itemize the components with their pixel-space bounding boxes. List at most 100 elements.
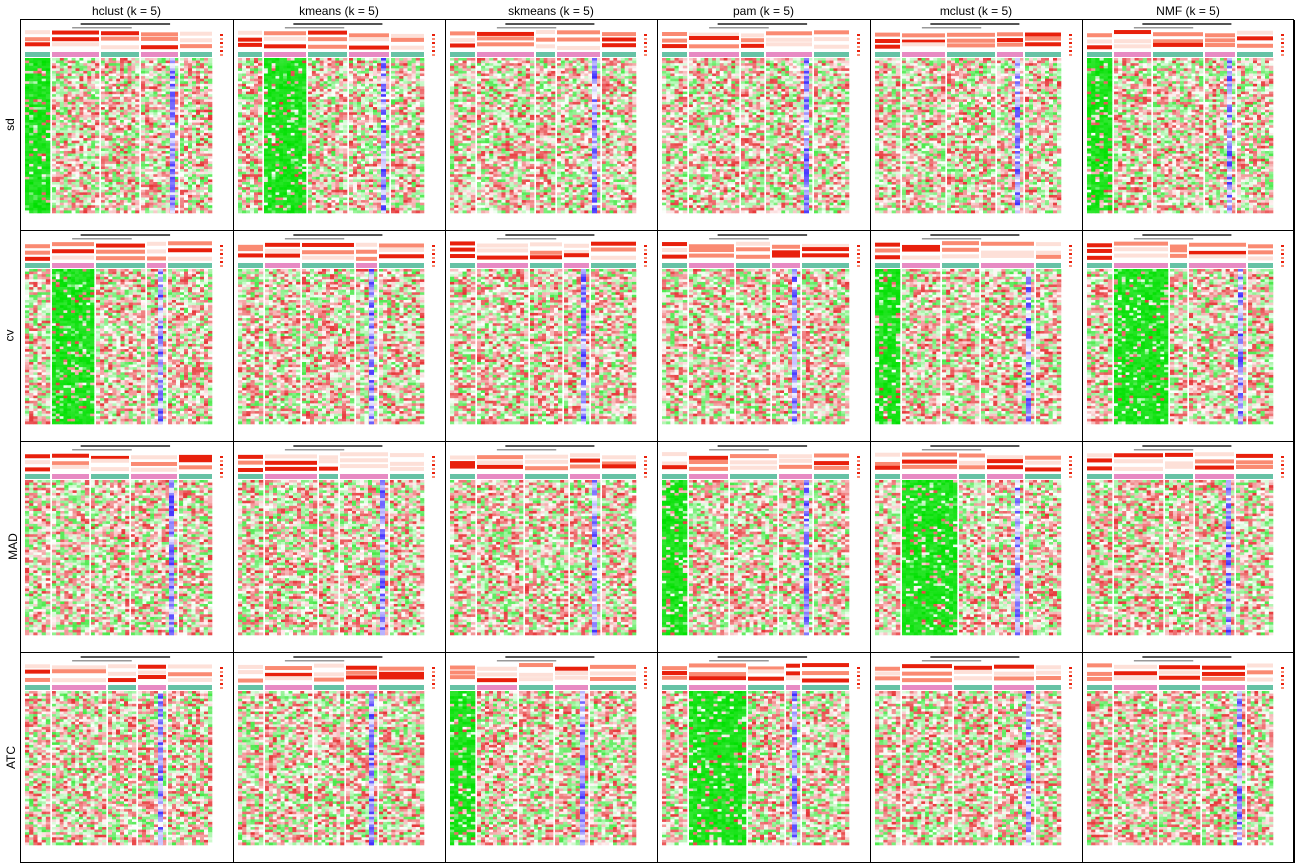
heatmap-tile <box>64 120 68 123</box>
heatmap-tile <box>298 94 302 97</box>
heatmap-tile <box>33 71 37 74</box>
heatmap-tile <box>238 192 242 195</box>
heatmap-tile <box>46 71 50 74</box>
heatmap-panel-sd-0 <box>21 20 234 231</box>
heatmap-tile <box>76 159 80 162</box>
heatmap-tile <box>149 120 153 123</box>
heatmap-tile <box>275 198 279 201</box>
heatmap-tile <box>335 66 339 69</box>
heatmap-tile <box>29 190 33 193</box>
heatmap-tile <box>184 205 188 208</box>
heatmap-tile <box>149 154 153 157</box>
heatmap-tile <box>302 172 306 175</box>
heatmap-tile <box>29 128 33 131</box>
heatmap-tile <box>373 130 377 133</box>
heatmap-tile <box>131 179 135 182</box>
heatmap-tile <box>157 154 161 157</box>
heatmap-tile <box>120 81 124 84</box>
heatmap-tile <box>52 203 56 206</box>
heatmap-tile <box>109 208 113 211</box>
heatmap-tile <box>101 169 105 172</box>
heatmap-tile <box>79 187 83 190</box>
heatmap-tile <box>302 99 306 102</box>
heatmap-tile <box>87 167 91 170</box>
heatmap-tile <box>29 143 33 146</box>
heatmap-tile <box>242 123 246 126</box>
heatmap-tile <box>279 61 283 64</box>
annotation-bar <box>101 45 139 49</box>
heatmap-tile <box>361 185 365 188</box>
heatmap-tile <box>128 148 132 151</box>
heatmap-tile <box>373 112 377 115</box>
heatmap-tile <box>320 94 324 97</box>
heatmap-tile <box>200 133 204 136</box>
heatmap-tile <box>242 61 246 64</box>
heatmap-tile <box>196 200 200 203</box>
heatmap-tile <box>196 102 200 105</box>
heatmap-tile <box>331 156 335 159</box>
heatmap-tile <box>141 187 145 190</box>
heatmap-tile <box>353 156 357 159</box>
heatmap-tile <box>29 102 33 105</box>
heatmap-tile <box>38 97 42 100</box>
heatmap-tile <box>287 154 291 157</box>
heatmap-tile <box>116 110 120 113</box>
annotation-bar <box>308 45 347 49</box>
heatmap-tile <box>308 79 312 82</box>
heatmap-tile <box>116 169 120 172</box>
heatmap-tile <box>335 86 339 89</box>
heatmap-tile <box>141 71 145 74</box>
heatmap-tile <box>196 198 200 201</box>
heatmap-tile <box>250 86 254 89</box>
heatmap-svg <box>21 20 234 231</box>
heatmap-tile <box>25 146 29 149</box>
heatmap-tile <box>64 89 68 92</box>
heatmap-tile <box>124 177 128 180</box>
heatmap-tile <box>180 203 184 206</box>
heatmap-tile <box>76 156 80 159</box>
heatmap-tile <box>38 107 42 110</box>
heatmap-tile <box>275 117 279 120</box>
heatmap-tile <box>250 105 254 108</box>
heatmap-tile <box>246 120 250 123</box>
heatmap-tile <box>105 97 109 100</box>
heatmap-tile <box>60 136 64 139</box>
heatmap-tile <box>188 74 192 77</box>
heatmap-tile <box>120 130 124 133</box>
heatmap-tile <box>128 112 132 115</box>
heatmap-tile <box>361 112 365 115</box>
heatmap-tile <box>116 164 120 167</box>
heatmap-tile <box>324 203 328 206</box>
heatmap-tile <box>25 63 29 66</box>
heatmap-tile <box>308 179 312 182</box>
heatmap-tile <box>298 154 302 157</box>
heatmap-tile <box>52 143 56 146</box>
heatmap-tile <box>29 141 33 144</box>
heatmap-tile <box>162 169 166 172</box>
side-annotation-tile <box>170 123 175 126</box>
heatmap-tile <box>312 136 316 139</box>
heatmap-tile <box>353 66 357 69</box>
heatmap-tile <box>320 143 324 146</box>
heatmap-tile <box>316 177 320 180</box>
heatmap-tile <box>188 79 192 82</box>
heatmap-tile <box>377 138 381 141</box>
heatmap-tile <box>192 200 196 203</box>
heatmap-tile <box>33 182 37 185</box>
heatmap-tile <box>320 61 324 64</box>
heatmap-tile <box>324 89 328 92</box>
heatmap-tile <box>196 154 200 157</box>
heatmap-tile <box>60 94 64 97</box>
heatmap-tile <box>349 107 353 110</box>
heatmap-tile <box>331 117 335 120</box>
heatmap-tile <box>204 97 208 100</box>
heatmap-tile <box>124 89 128 92</box>
heatmap-tile <box>135 74 139 77</box>
heatmap-tile <box>166 156 170 159</box>
heatmap-tile <box>238 172 242 175</box>
heatmap-tile <box>145 195 149 198</box>
heatmap-tile <box>316 167 320 170</box>
heatmap-tile <box>124 167 128 170</box>
heatmap-tile <box>339 200 343 203</box>
heatmap-tile <box>250 68 254 71</box>
